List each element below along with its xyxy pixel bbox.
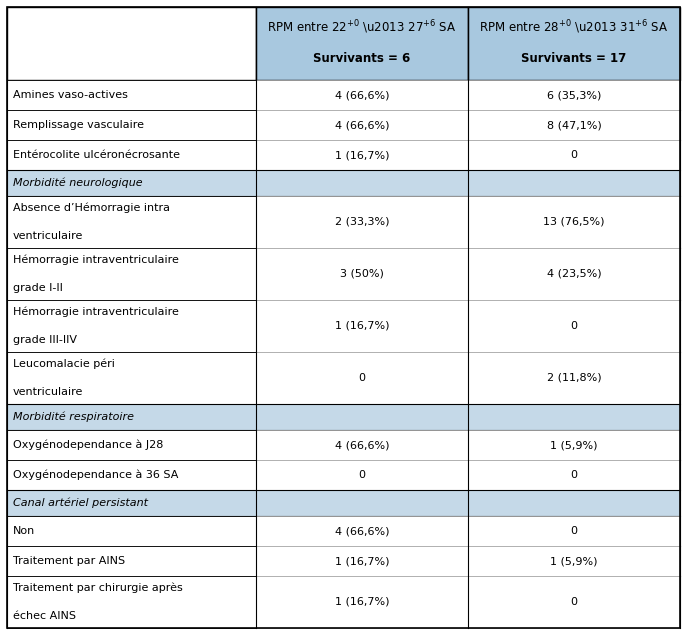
Text: 8 (47,1%): 8 (47,1%) — [547, 120, 601, 130]
Text: Non: Non — [13, 526, 35, 536]
Text: Oxygénodependance à J28: Oxygénodependance à J28 — [13, 440, 164, 450]
Text: 2 (33,3%): 2 (33,3%) — [335, 217, 390, 227]
Text: Oxygénodependance à 36 SA: Oxygénodependance à 36 SA — [13, 470, 179, 480]
Bar — [7, 196, 256, 248]
Bar — [256, 248, 468, 300]
Text: Survivants = 17: Survivants = 17 — [521, 53, 627, 65]
Bar — [256, 430, 468, 460]
Bar — [256, 460, 468, 490]
Text: Traitement par chirurgie après: Traitement par chirurgie après — [13, 583, 183, 593]
Text: 4 (66,6%): 4 (66,6%) — [335, 90, 390, 100]
Text: grade III-IIV: grade III-IIV — [13, 335, 77, 345]
Bar — [468, 196, 680, 248]
Bar — [256, 516, 468, 546]
Text: 4 (66,6%): 4 (66,6%) — [335, 440, 390, 450]
Bar — [468, 576, 680, 628]
Text: 4 (66,6%): 4 (66,6%) — [335, 120, 390, 130]
Bar — [468, 110, 680, 140]
Text: 0: 0 — [359, 470, 365, 480]
Bar — [7, 300, 256, 352]
Bar — [7, 248, 256, 300]
Bar — [256, 110, 468, 140]
Text: RPM entre 28$^{+0}$ \u2013 31$^{+6}$ SA: RPM entre 28$^{+0}$ \u2013 31$^{+6}$ SA — [480, 18, 668, 36]
Text: 0: 0 — [570, 150, 578, 160]
Text: Absence d’Hémorragie intra: Absence d’Hémorragie intra — [13, 203, 170, 213]
Bar — [468, 300, 680, 352]
Text: 1 (16,7%): 1 (16,7%) — [335, 150, 390, 160]
Text: 4 (23,5%): 4 (23,5%) — [547, 269, 601, 279]
Bar — [7, 430, 256, 460]
Bar — [7, 110, 256, 140]
Text: 0: 0 — [570, 597, 578, 607]
Text: 13 (76,5%): 13 (76,5%) — [543, 217, 605, 227]
Text: 2 (11,8%): 2 (11,8%) — [547, 373, 601, 383]
Text: Leucomalacie péri: Leucomalacie péri — [13, 359, 115, 369]
Bar — [468, 546, 680, 576]
Text: grade I-II: grade I-II — [13, 283, 63, 293]
Text: Morbidité neurologique: Morbidité neurologique — [13, 178, 143, 188]
Text: 1 (5,9%): 1 (5,9%) — [550, 556, 598, 566]
Bar — [468, 7, 680, 80]
Text: 1 (16,7%): 1 (16,7%) — [335, 556, 390, 566]
Bar — [256, 352, 468, 404]
Bar — [7, 490, 680, 516]
Text: 1 (16,7%): 1 (16,7%) — [335, 597, 390, 607]
Bar — [256, 576, 468, 628]
Text: 6 (35,3%): 6 (35,3%) — [547, 90, 601, 100]
Bar — [256, 7, 468, 80]
Text: 0: 0 — [570, 470, 578, 480]
Bar — [7, 516, 256, 546]
Bar — [468, 352, 680, 404]
Text: Amines vaso-actives: Amines vaso-actives — [13, 90, 128, 100]
Bar — [468, 430, 680, 460]
Bar — [468, 516, 680, 546]
Bar — [7, 170, 680, 196]
Bar — [256, 196, 468, 248]
Bar — [7, 404, 680, 430]
Text: Canal artériel persistant: Canal artériel persistant — [13, 498, 148, 508]
Text: 1 (5,9%): 1 (5,9%) — [550, 440, 598, 450]
Text: 3 (50%): 3 (50%) — [340, 269, 384, 279]
Text: Remplissage vasculaire: Remplissage vasculaire — [13, 120, 144, 130]
Text: 1 (16,7%): 1 (16,7%) — [335, 321, 390, 331]
Bar — [7, 7, 256, 80]
Bar — [7, 546, 256, 576]
Bar — [7, 140, 256, 170]
Text: 0: 0 — [570, 321, 578, 331]
Bar — [468, 140, 680, 170]
Text: ventriculaire: ventriculaire — [13, 231, 83, 241]
Text: Hémorragie intraventriculaire: Hémorragie intraventriculaire — [13, 255, 179, 265]
Text: Entérocolite ulcéronécrosante: Entérocolite ulcéronécrosante — [13, 150, 180, 160]
Text: Survivants = 6: Survivants = 6 — [313, 53, 411, 65]
Bar — [468, 248, 680, 300]
Bar — [7, 80, 256, 110]
Text: Hémorragie intraventriculaire: Hémorragie intraventriculaire — [13, 307, 179, 317]
Text: 4 (66,6%): 4 (66,6%) — [335, 526, 390, 536]
Bar — [7, 352, 256, 404]
Text: 0: 0 — [570, 526, 578, 536]
Text: 0: 0 — [359, 373, 365, 383]
Bar — [468, 460, 680, 490]
Bar — [256, 300, 468, 352]
Text: RPM entre 22$^{+0}$ \u2013 27$^{+6}$ SA: RPM entre 22$^{+0}$ \u2013 27$^{+6}$ SA — [267, 18, 457, 36]
Text: Morbidité respiratoire: Morbidité respiratoire — [13, 412, 134, 422]
Text: Traitement par AINS: Traitement par AINS — [13, 556, 125, 566]
Bar — [256, 80, 468, 110]
Bar — [256, 140, 468, 170]
Text: échec AINS: échec AINS — [13, 611, 76, 621]
Bar — [7, 576, 256, 628]
Bar — [256, 546, 468, 576]
Bar — [468, 80, 680, 110]
Text: ventriculaire: ventriculaire — [13, 387, 83, 397]
Bar — [7, 460, 256, 490]
